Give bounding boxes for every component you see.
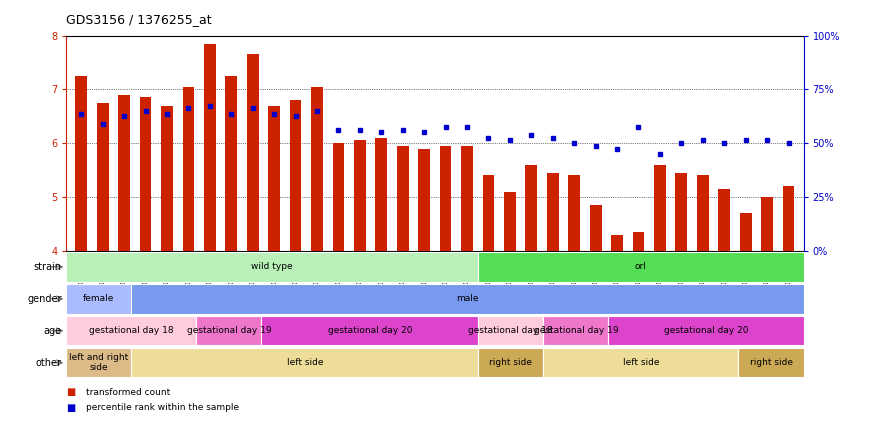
Bar [66,348,132,377]
Bar [354,140,366,251]
Bar [419,149,430,251]
Text: left side: left side [286,358,323,367]
Bar [675,173,687,251]
Text: gestational day 19: gestational day 19 [533,326,618,335]
Bar [66,284,132,313]
Bar [75,76,87,251]
Bar [247,54,259,251]
Text: male: male [457,294,479,303]
Bar [697,175,709,251]
Text: gestational day 20: gestational day 20 [328,326,412,335]
Bar [66,316,196,345]
Bar [396,146,409,251]
Bar [740,213,751,251]
Bar [543,348,738,377]
Bar [504,192,516,251]
Text: percentile rank within the sample: percentile rank within the sample [86,403,238,412]
Bar [261,316,479,345]
Bar [632,232,645,251]
Bar [761,197,773,251]
Bar [183,87,194,251]
Bar [118,95,130,251]
Text: GDS3156 / 1376255_at: GDS3156 / 1376255_at [66,13,212,26]
Bar [738,348,804,377]
Bar [132,348,479,377]
Bar [66,252,479,281]
Bar [782,186,795,251]
Bar [611,235,623,251]
Bar [479,252,804,281]
Bar [483,175,494,251]
Bar [654,165,666,251]
Bar [290,100,301,251]
Text: right side: right side [750,358,793,367]
Bar [161,106,173,251]
Text: strain: strain [34,262,62,272]
Text: female: female [83,294,115,303]
Text: ■: ■ [66,403,75,412]
Text: orl: orl [635,262,647,271]
Bar [547,173,559,251]
Bar [440,146,451,251]
Bar [590,205,601,251]
Bar [311,87,323,251]
Bar [375,138,387,251]
Text: gestational day 18: gestational day 18 [469,326,553,335]
Bar [333,143,344,251]
Text: transformed count: transformed count [86,388,170,396]
Bar [569,175,580,251]
Text: wild type: wild type [252,262,293,271]
Text: other: other [36,358,62,368]
Text: gestational day 20: gestational day 20 [664,326,748,335]
Bar [204,44,215,251]
Bar [97,103,109,251]
Bar [140,97,151,251]
Text: gender: gender [27,294,62,304]
Bar [525,165,537,251]
Bar [543,316,608,345]
Text: left and right
side: left and right side [69,353,128,373]
Bar [479,348,543,377]
Bar [461,146,473,251]
Bar [225,76,238,251]
Bar [608,316,804,345]
Text: right side: right side [489,358,532,367]
Bar [479,316,543,345]
Text: gestational day 18: gestational day 18 [89,326,174,335]
Text: ■: ■ [66,387,75,397]
Text: age: age [43,326,62,336]
Bar [268,106,280,251]
Text: gestational day 19: gestational day 19 [186,326,271,335]
Bar [196,316,261,345]
Bar [719,189,730,251]
Text: left side: left side [623,358,659,367]
